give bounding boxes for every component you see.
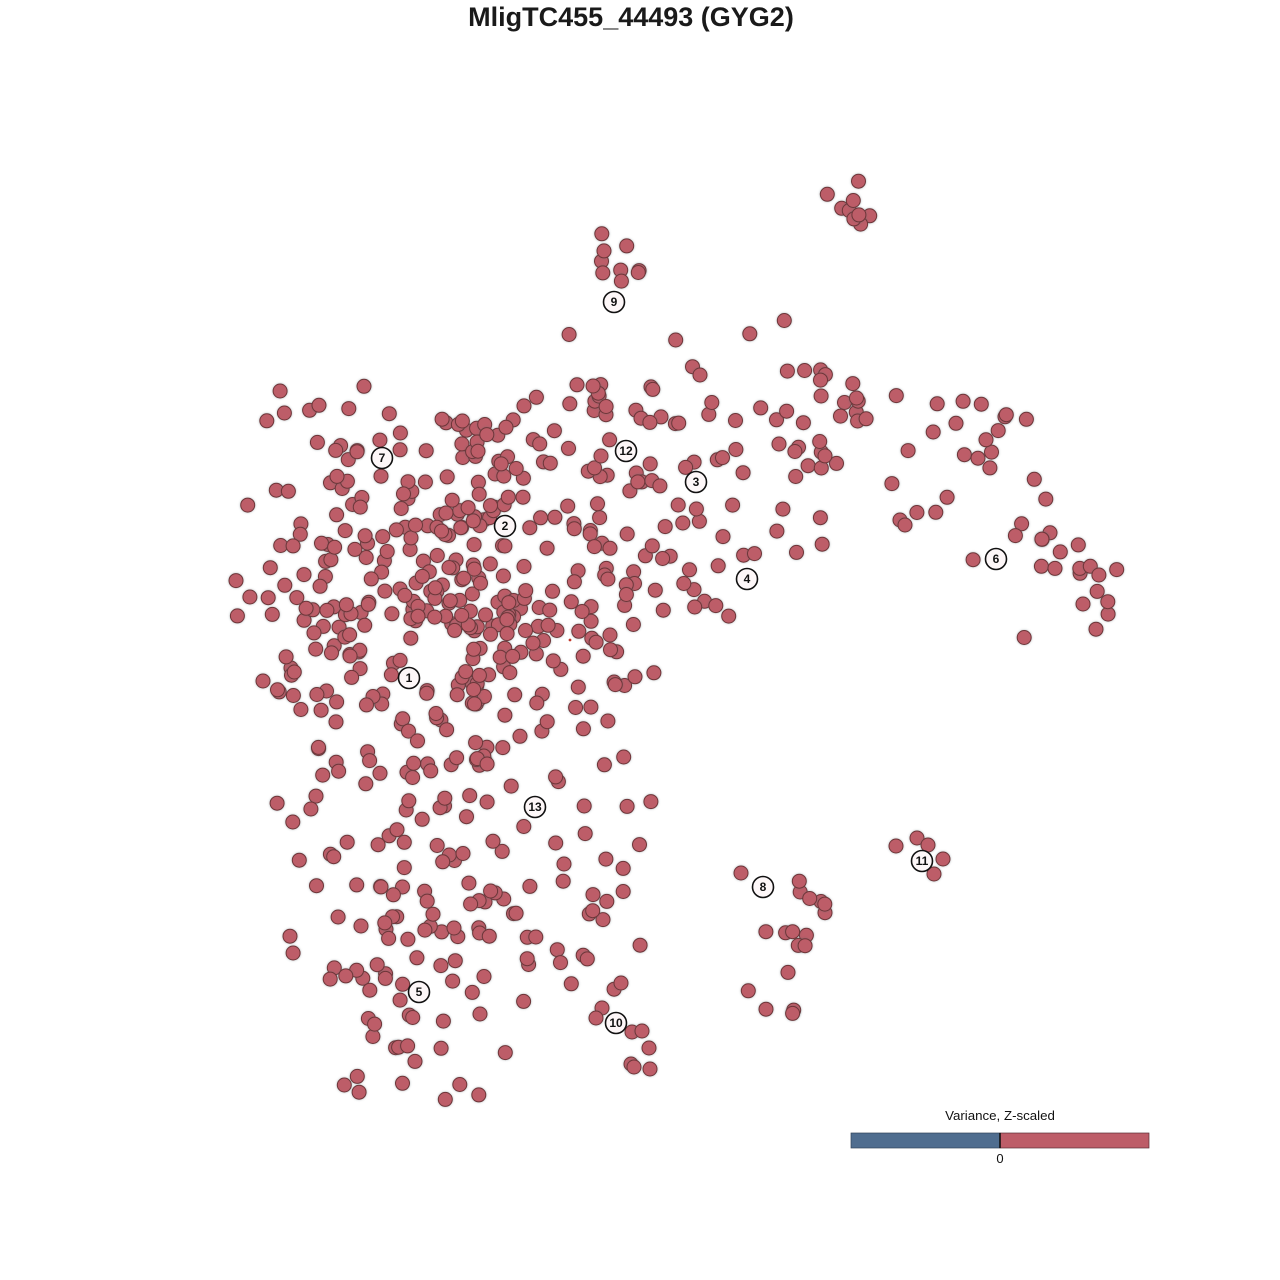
svg-text:10: 10: [609, 1016, 623, 1030]
svg-text:1: 1: [406, 671, 413, 685]
svg-text:Variance, Z-scaled: Variance, Z-scaled: [945, 1108, 1055, 1123]
svg-text:3: 3: [693, 475, 700, 489]
svg-text:0: 0: [996, 1151, 1003, 1166]
svg-text:13: 13: [528, 800, 542, 814]
svg-text:9: 9: [611, 295, 618, 309]
svg-text:8: 8: [760, 880, 767, 894]
svg-text:7: 7: [379, 451, 386, 465]
svg-text:4: 4: [744, 572, 751, 586]
svg-text:12: 12: [619, 444, 633, 458]
svg-text:5: 5: [416, 985, 423, 999]
svg-text:2: 2: [502, 519, 509, 533]
svg-text:11: 11: [916, 854, 929, 868]
svg-text:6: 6: [993, 552, 1000, 566]
